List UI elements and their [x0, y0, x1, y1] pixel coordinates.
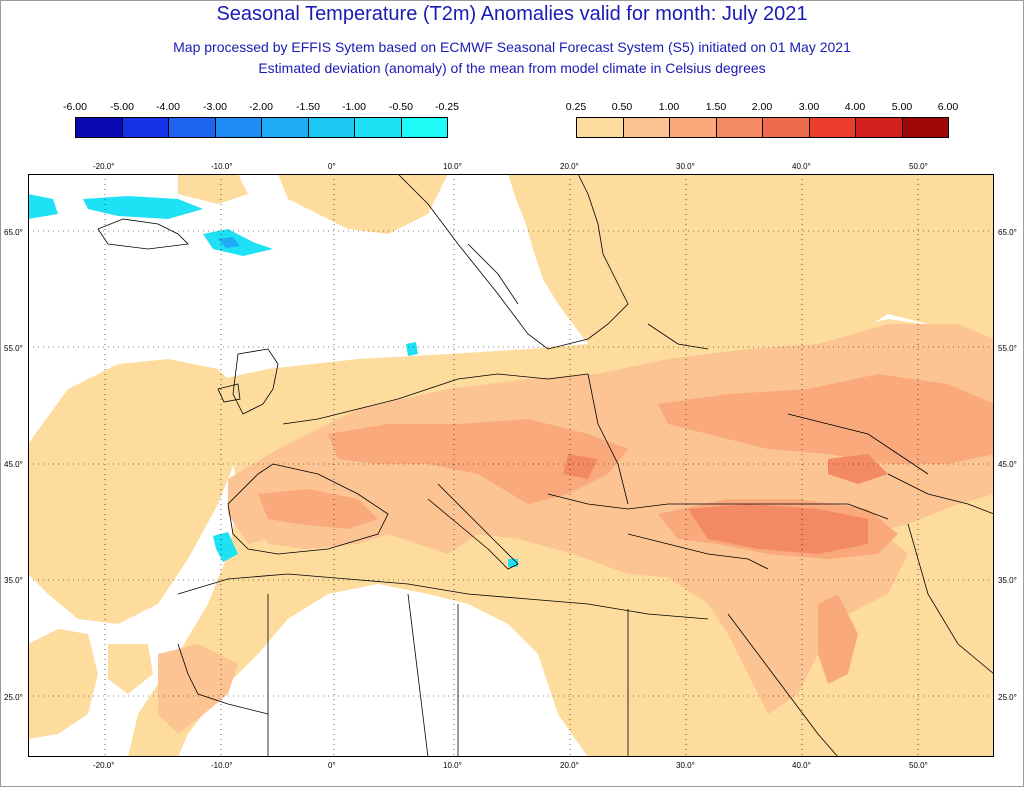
legend-swatch-cold [76, 118, 123, 137]
legend-label-warm: 0.25 [565, 101, 587, 113]
legend-swatch-warm [856, 118, 903, 137]
map-subtitle-processing: Map processed by EFFIS Sytem based on EC… [173, 39, 851, 55]
legend-label-cold: -0.25 [435, 101, 459, 113]
lon-label-bottom: 40.0° [792, 761, 811, 770]
lon-label-top: 40.0° [792, 162, 811, 171]
legend-label-cold: -1.50 [296, 101, 320, 113]
anomaly-map-svg [28, 174, 994, 757]
anomaly-map [28, 174, 994, 757]
lon-label-bottom: 50.0° [909, 761, 928, 770]
lat-label-left: 55.0° [4, 344, 23, 353]
legend-swatch-warm [577, 118, 624, 137]
lon-label-top: 30.0° [676, 162, 695, 171]
legend-label-cold: -3.00 [203, 101, 227, 113]
lon-label-bottom: -20.0° [93, 761, 115, 770]
lon-label-top: -20.0° [93, 162, 115, 171]
lat-label-right: 45.0° [998, 460, 1017, 469]
legend-label-cold: -5.00 [110, 101, 134, 113]
lat-label-left: 45.0° [4, 460, 23, 469]
legend-swatch-warm [623, 118, 670, 137]
legend-swatch-warm [716, 118, 763, 137]
legend-label-warm: 0.50 [611, 101, 633, 113]
legend-label-cold: -2.00 [249, 101, 273, 113]
map-subtitle-units: Estimated deviation (anomaly) of the mea… [258, 60, 766, 76]
legend-swatch-warm [670, 118, 717, 137]
anomaly-layer-150 [563, 454, 888, 554]
lat-label-right: 25.0° [998, 693, 1017, 702]
lon-label-top: -10.0° [211, 162, 233, 171]
legend-cold-bar [75, 117, 448, 138]
lon-label-top: 50.0° [909, 162, 928, 171]
legend-label-warm: 1.50 [705, 101, 727, 113]
anomaly-layer-neg [28, 194, 518, 567]
legend-label-warm: 4.00 [844, 101, 866, 113]
legend-label-cold: -6.00 [63, 101, 87, 113]
lat-label-right: 55.0° [998, 344, 1017, 353]
legend-label-cold: -0.50 [389, 101, 413, 113]
lon-label-top: 10.0° [443, 162, 462, 171]
lon-label-bottom: 30.0° [676, 761, 695, 770]
lat-label-right: 65.0° [998, 228, 1017, 237]
lat-label-right: 35.0° [998, 576, 1017, 585]
lon-label-bottom: 10.0° [443, 761, 462, 770]
lon-label-top: 0° [328, 162, 336, 171]
map-border [28, 174, 994, 757]
legend-swatch-warm [763, 118, 810, 137]
legend-swatch-cold [355, 118, 402, 137]
legend-label-cold: -4.00 [156, 101, 180, 113]
legend-swatch-warm [809, 118, 856, 137]
anomaly-layer-neg-core [218, 237, 240, 248]
legend-label-warm: 1.00 [658, 101, 680, 113]
legend-swatch-cold [169, 118, 216, 137]
legend-label-warm: 5.00 [891, 101, 913, 113]
legend-swatch-cold [308, 118, 355, 137]
legend-swatch-warm [902, 118, 948, 137]
lon-label-bottom: 0° [328, 761, 336, 770]
legend-swatch-cold [215, 118, 262, 137]
lat-label-left: 65.0° [4, 228, 23, 237]
legend-label-warm: 2.00 [751, 101, 773, 113]
legend-label-warm: 3.00 [798, 101, 820, 113]
lat-label-left: 35.0° [4, 576, 23, 585]
legend-swatch-cold [262, 118, 309, 137]
lon-label-bottom: -10.0° [211, 761, 233, 770]
legend-swatch-cold [122, 118, 169, 137]
lon-label-top: 20.0° [560, 162, 579, 171]
legend-swatch-cold [401, 118, 447, 137]
legend-warm-bar [576, 117, 949, 138]
coastlines [97, 174, 994, 757]
map-title: Seasonal Temperature (T2m) Anomalies val… [216, 3, 808, 25]
legend-label-warm: 6.00 [937, 101, 959, 113]
lat-label-left: 25.0° [4, 693, 23, 702]
graticule [28, 174, 994, 757]
legend-label-cold: -1.00 [342, 101, 366, 113]
lon-label-bottom: 20.0° [560, 761, 579, 770]
